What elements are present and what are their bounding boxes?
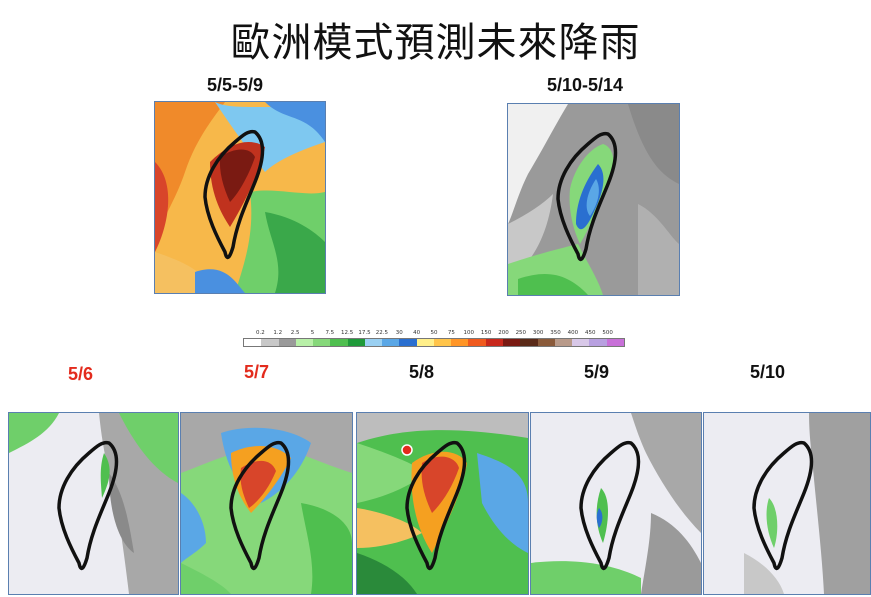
legend-swatch <box>537 339 555 346</box>
day-label-4: 5/9 <box>584 362 610 382</box>
legend-tick-label: 7.5 <box>325 330 335 336</box>
rainfall-map-day-4 <box>531 413 701 594</box>
legend-tick-label: 40 <box>413 330 421 336</box>
legend-tick-label: 75 <box>447 330 455 336</box>
legend-tick-label: 500 <box>602 330 613 336</box>
legend-tick-label: 30 <box>395 330 403 336</box>
marker-icon <box>401 444 413 456</box>
map-day-5 <box>703 412 871 595</box>
legend-tick-label: 350 <box>550 330 561 336</box>
rainfall-map-day-3 <box>357 413 528 594</box>
legend-swatch <box>606 339 624 346</box>
legend-swatch <box>433 339 452 346</box>
legend-swatch <box>261 339 279 346</box>
legend-tick-label: 100 <box>463 330 474 336</box>
legend-tick-label: 450 <box>585 330 596 336</box>
legend-swatch <box>399 339 417 346</box>
rainfall-map-day-5 <box>704 413 870 594</box>
map-period-2 <box>507 103 680 296</box>
rainfall-map-light <box>508 104 679 295</box>
legend-swatch <box>382 339 400 346</box>
day-label-2: 5/7 <box>244 362 270 382</box>
map-period-1 <box>154 101 326 294</box>
legend-tick-label: 50 <box>430 330 438 336</box>
page-title: 歐洲模式預測未來降雨 <box>230 20 641 66</box>
map-day-4 <box>530 412 702 595</box>
legend-tick-label: 12.5 <box>341 330 354 336</box>
rainfall-map-heavy <box>155 102 325 293</box>
legend-color-bar <box>243 338 625 347</box>
legend-tick-label: 1.2 <box>273 330 283 336</box>
legend-swatch <box>468 339 486 346</box>
legend-tick-label: 400 <box>567 330 579 336</box>
legend-swatch <box>244 339 262 346</box>
legend-tick-label: 0.2 <box>255 330 265 336</box>
legend-ticks: 0.2 1.2 2.5 5 7.5 12.5 17.5 22.5 30 40 50 75 100 150 2… <box>243 330 625 338</box>
rainfall-map-day-2 <box>181 413 352 594</box>
legend-tick-label: 2.5 <box>290 330 300 336</box>
period-label-1: 5/5-5/9 <box>207 75 264 95</box>
legend-swatch <box>451 339 469 346</box>
legend-swatch <box>502 339 521 346</box>
legend-swatch <box>330 339 348 346</box>
legend-tick-label: 22.5 <box>375 330 389 336</box>
legend-tick-label: 17.5 <box>358 330 371 336</box>
legend-swatch <box>485 339 503 346</box>
legend-swatch <box>554 339 573 346</box>
map-day-1 <box>8 412 179 595</box>
legend-swatch <box>416 339 434 346</box>
legend-swatch <box>364 339 383 346</box>
legend-tick-label: 5 <box>310 330 315 336</box>
legend-swatch <box>520 339 538 346</box>
rainfall-map-day-1 <box>9 413 178 594</box>
map-day-2 <box>180 412 353 595</box>
legend-tick-label: 150 <box>480 330 492 336</box>
legend-tick-label: 200 <box>498 330 509 336</box>
legend-tick-label: 300 <box>532 330 544 336</box>
legend-swatch <box>313 339 331 346</box>
legend-swatch <box>347 339 365 346</box>
rainfall-legend: 0.2 1.2 2.5 5 7.5 12.5 17.5 22.5 30 40 50 75 100 150 2… <box>243 330 625 348</box>
legend-tick-label: 250 <box>515 330 527 336</box>
legend-swatch <box>572 339 590 346</box>
legend-swatch <box>278 339 296 346</box>
map-day-3 <box>356 412 529 595</box>
day-label-1: 5/6 <box>68 364 94 384</box>
legend-swatch <box>589 339 607 346</box>
day-label-5: 5/10 <box>750 362 786 382</box>
day-label-3: 5/8 <box>409 362 435 382</box>
period-label-2: 5/10-5/14 <box>547 75 624 95</box>
legend-swatch <box>295 339 314 346</box>
